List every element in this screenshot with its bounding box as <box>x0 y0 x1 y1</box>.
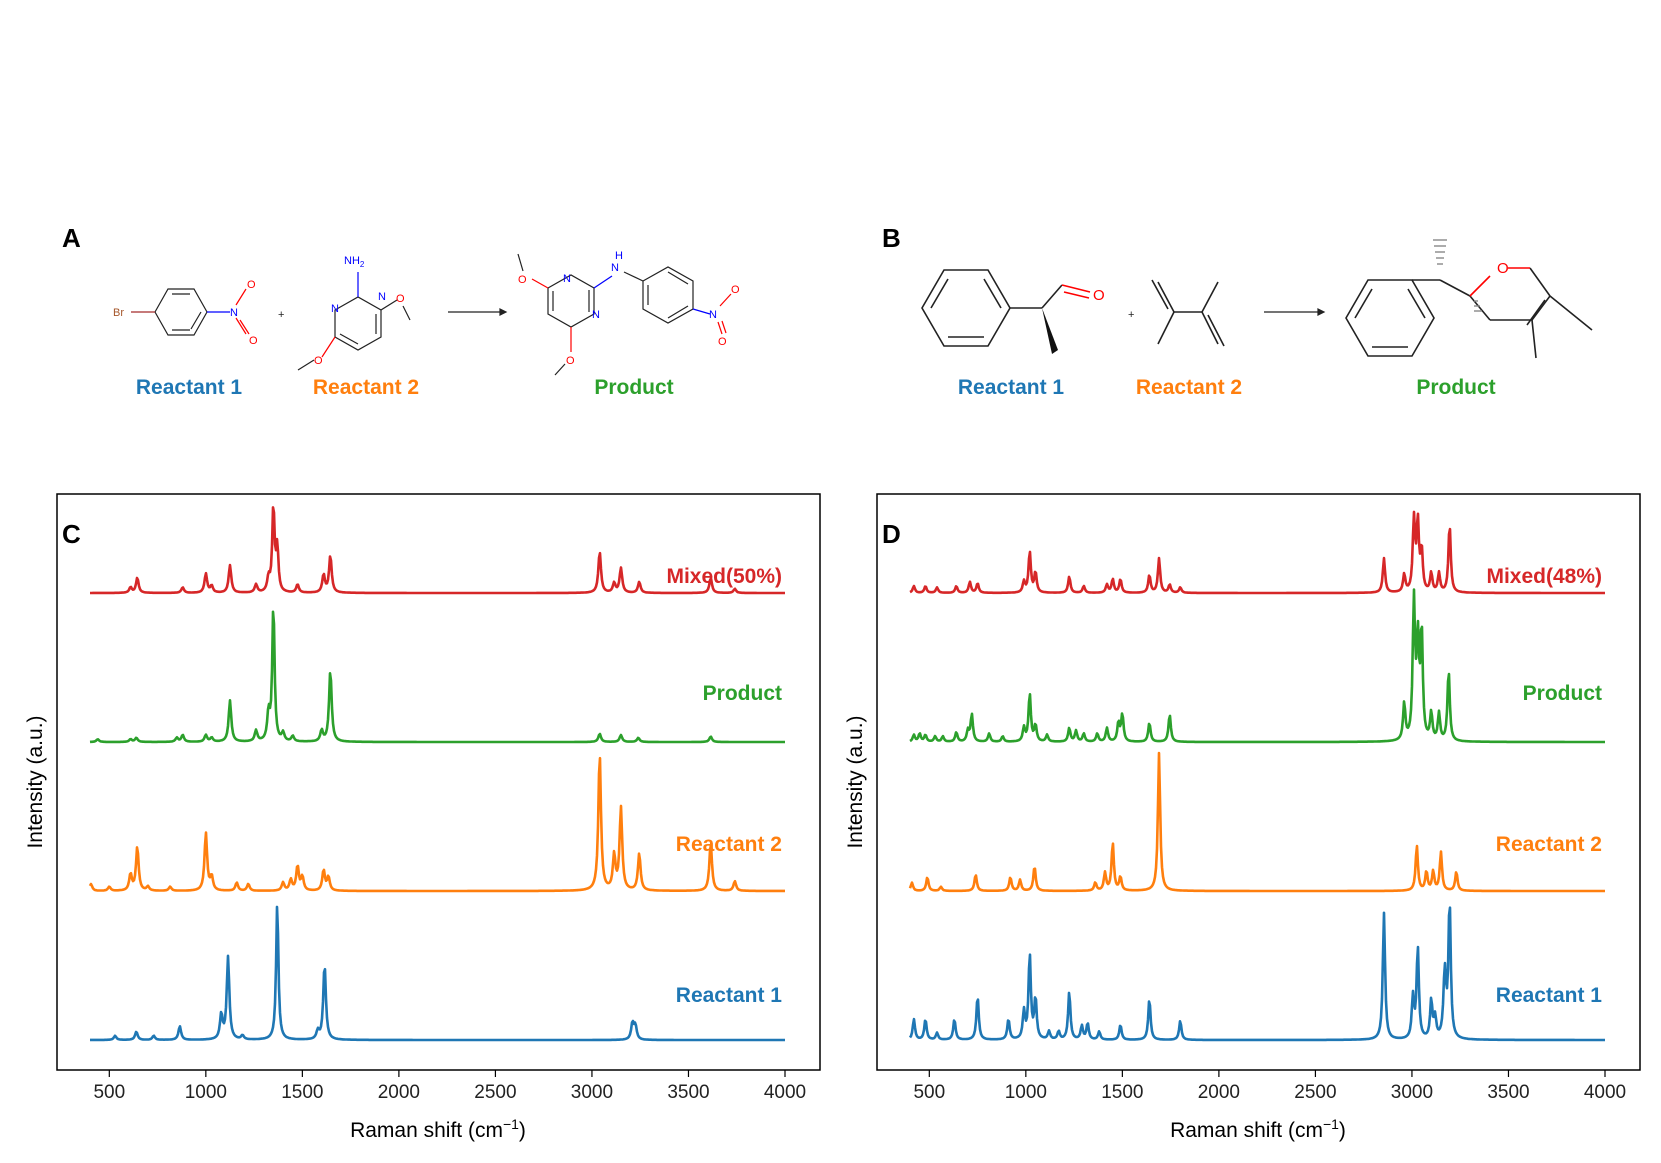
plus-sign-a: + <box>278 309 284 321</box>
x-ticks-c: 500 1000 1500 2000 2500 3000 3500 4000 <box>93 1070 806 1103</box>
molecule-b-product <box>1345 267 1593 359</box>
panel-label-c: C <box>62 519 81 549</box>
x-tick-label-d-1500: 1500 <box>1101 1082 1143 1103</box>
x-ticks-d: 500 1000 1500 2000 2500 3000 3500 4000 <box>913 1070 1626 1103</box>
plot-frame-c <box>56 493 821 1071</box>
series-layer-c <box>88 506 786 1042</box>
x-tick-label-c-500: 500 <box>93 1082 125 1103</box>
x-axis-label-d: Raman shift (cm−1) <box>1170 1116 1346 1142</box>
y-axis-label-c: Intensity (a.u.) <box>24 715 47 848</box>
series-label-c-3: Mixed(50%) <box>666 565 782 588</box>
hash-bond-b-ring <box>1474 300 1482 312</box>
series-line-d-mixed-48 <box>909 510 1606 595</box>
panel-b-reaction: B O + <box>882 223 1593 399</box>
label-a-reactant2: Reactant 2 <box>313 376 419 399</box>
x-tick-label-d-500: 500 <box>913 1082 945 1103</box>
atom-o-ap-nitro-top: O <box>731 284 740 296</box>
x-tick-label-c-4000: 4000 <box>764 1082 806 1103</box>
atom-nh2: NH2 <box>344 255 365 269</box>
series-line-c-reactant-2 <box>88 756 786 893</box>
atom-n-nitro-ap: N <box>709 309 717 321</box>
atom-br: Br <box>113 307 124 319</box>
x-tick-label-d-2500: 2500 <box>1294 1082 1336 1103</box>
x-tick-label-d-4000: 4000 <box>1584 1082 1626 1103</box>
series-label-d-0: Reactant 1 <box>1496 984 1603 1007</box>
panel-label-a: A <box>62 223 81 253</box>
panel-a-reaction: A Br N O O + NH2 N <box>62 223 740 399</box>
series-label-d-2: Product <box>1523 682 1602 705</box>
reaction-arrow-a <box>448 308 508 316</box>
series-label-c-1: Reactant 2 <box>676 833 782 856</box>
x-tick-label-c-1000: 1000 <box>185 1082 227 1103</box>
atom-o-a2-right: O <box>396 293 405 305</box>
series-line-d-product <box>909 588 1606 744</box>
atom-o-ap-bottom: O <box>566 355 575 367</box>
atom-o-ap-left: O <box>518 274 527 286</box>
x-tick-label-c-2500: 2500 <box>474 1082 516 1103</box>
molecule-a-product <box>517 253 732 376</box>
series-labels-d: Reactant 1 Reactant 2 Product Mixed(48%) <box>1486 565 1602 1007</box>
x-tick-label-d-3000: 3000 <box>1391 1082 1433 1103</box>
plot-frame-d <box>876 493 1641 1071</box>
x-tick-label-d-2000: 2000 <box>1198 1082 1240 1103</box>
atom-n-ring-a2-left: N <box>331 303 339 315</box>
label-a-product: Product <box>594 376 673 399</box>
y-axis-label-d: Intensity (a.u.) <box>844 715 867 848</box>
series-line-c-product <box>89 610 786 744</box>
label-b-product: Product <box>1416 376 1495 399</box>
x-tick-label-c-2000: 2000 <box>378 1082 420 1103</box>
atom-o-a2-left: O <box>314 355 323 367</box>
molecule-a-reactant1 <box>131 288 250 336</box>
spectrum-chart-c: C 500 1000 1500 2000 2500 3000 3500 4000 Reacta… <box>24 493 821 1142</box>
label-b-reactant2: Reactant 2 <box>1136 376 1242 399</box>
atom-o-a1-top: O <box>247 279 256 291</box>
wedge-bond-b1 <box>1042 308 1058 354</box>
atom-o-b1: O <box>1093 287 1105 304</box>
series-line-d-reactant-2 <box>908 751 1606 893</box>
atom-n-ap-amine: N <box>611 262 619 274</box>
series-line-d-reactant-1 <box>908 906 1606 1042</box>
panel-label-b: B <box>882 223 901 253</box>
series-label-c-2: Product <box>703 682 782 705</box>
atom-n-nitro-a1: N <box>230 307 238 319</box>
series-layer-d <box>908 510 1606 1042</box>
series-line-c-reactant-1 <box>89 905 786 1042</box>
molecule-b-reactant2 <box>1151 279 1225 347</box>
series-label-d-1: Reactant 2 <box>1496 833 1602 856</box>
x-tick-label-d-1000: 1000 <box>1005 1082 1047 1103</box>
atom-o-ap-nitro-bottom: O <box>718 336 727 348</box>
molecule-a-reactant2 <box>297 272 411 371</box>
panel-label-d: D <box>882 519 901 549</box>
x-tick-label-c-3500: 3500 <box>667 1082 709 1103</box>
atom-h-ap-amine: H <box>615 250 623 262</box>
series-label-c-0: Reactant 1 <box>676 984 783 1007</box>
series-line-c-mixed-50 <box>89 506 786 595</box>
x-tick-label-c-1500: 1500 <box>281 1082 323 1103</box>
atom-o-bp: O <box>1497 260 1509 277</box>
atom-n-ring-a2-right: N <box>378 291 386 303</box>
x-axis-label-c: Raman shift (cm−1) <box>350 1116 526 1142</box>
spectrum-chart-d: D 500 1000 1500 2000 2500 3000 3500 4000 Reacta… <box>844 493 1641 1142</box>
molecule-b-reactant1 <box>921 269 1091 347</box>
atom-o-a1-bottom: O <box>249 335 258 347</box>
series-labels-c: Reactant 1 Reactant 2 Product Mixed(50%) <box>666 565 782 1007</box>
x-tick-label-c-3000: 3000 <box>571 1082 613 1103</box>
hash-bond-b-product <box>1433 239 1447 265</box>
plus-sign-b: + <box>1128 309 1134 321</box>
label-b-reactant1: Reactant 1 <box>958 376 1065 399</box>
x-tick-label-d-3500: 3500 <box>1487 1082 1529 1103</box>
label-a-reactant1: Reactant 1 <box>136 376 243 399</box>
atom-n-ap-1: N <box>563 273 571 285</box>
reaction-arrow-b <box>1264 308 1326 316</box>
atom-n-ap-2: N <box>592 309 600 321</box>
series-label-d-3: Mixed(48%) <box>1486 565 1602 588</box>
